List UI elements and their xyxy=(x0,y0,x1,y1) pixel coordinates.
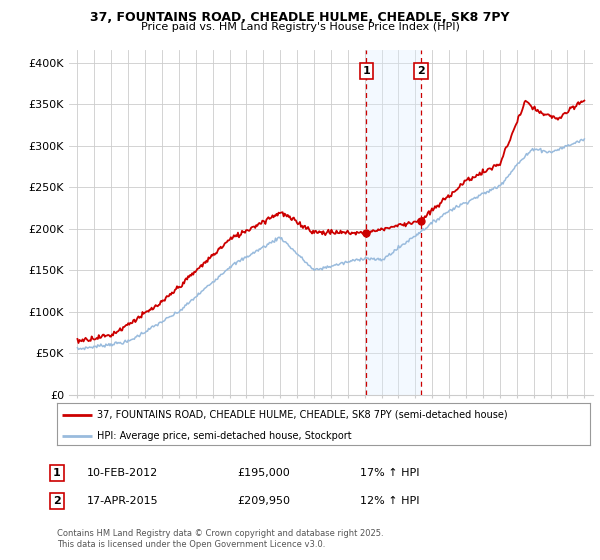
Text: 12% ↑ HPI: 12% ↑ HPI xyxy=(360,496,419,506)
Text: 2: 2 xyxy=(53,496,61,506)
Text: £209,950: £209,950 xyxy=(237,496,290,506)
Text: Price paid vs. HM Land Registry's House Price Index (HPI): Price paid vs. HM Land Registry's House … xyxy=(140,22,460,32)
Text: 17% ↑ HPI: 17% ↑ HPI xyxy=(360,468,419,478)
Text: 37, FOUNTAINS ROAD, CHEADLE HULME, CHEADLE, SK8 7PY (semi-detached house): 37, FOUNTAINS ROAD, CHEADLE HULME, CHEAD… xyxy=(97,409,508,419)
Text: £195,000: £195,000 xyxy=(237,468,290,478)
Text: 2: 2 xyxy=(417,66,425,76)
Text: 17-APR-2015: 17-APR-2015 xyxy=(87,496,158,506)
Bar xyxy=(367,50,421,395)
Text: 10-FEB-2012: 10-FEB-2012 xyxy=(87,468,158,478)
Text: 37, FOUNTAINS ROAD, CHEADLE HULME, CHEADLE, SK8 7PY: 37, FOUNTAINS ROAD, CHEADLE HULME, CHEAD… xyxy=(90,11,510,24)
Text: 1: 1 xyxy=(362,66,370,76)
Text: Contains HM Land Registry data © Crown copyright and database right 2025.
This d: Contains HM Land Registry data © Crown c… xyxy=(57,529,383,549)
Text: 1: 1 xyxy=(53,468,61,478)
Text: HPI: Average price, semi-detached house, Stockport: HPI: Average price, semi-detached house,… xyxy=(97,431,352,441)
